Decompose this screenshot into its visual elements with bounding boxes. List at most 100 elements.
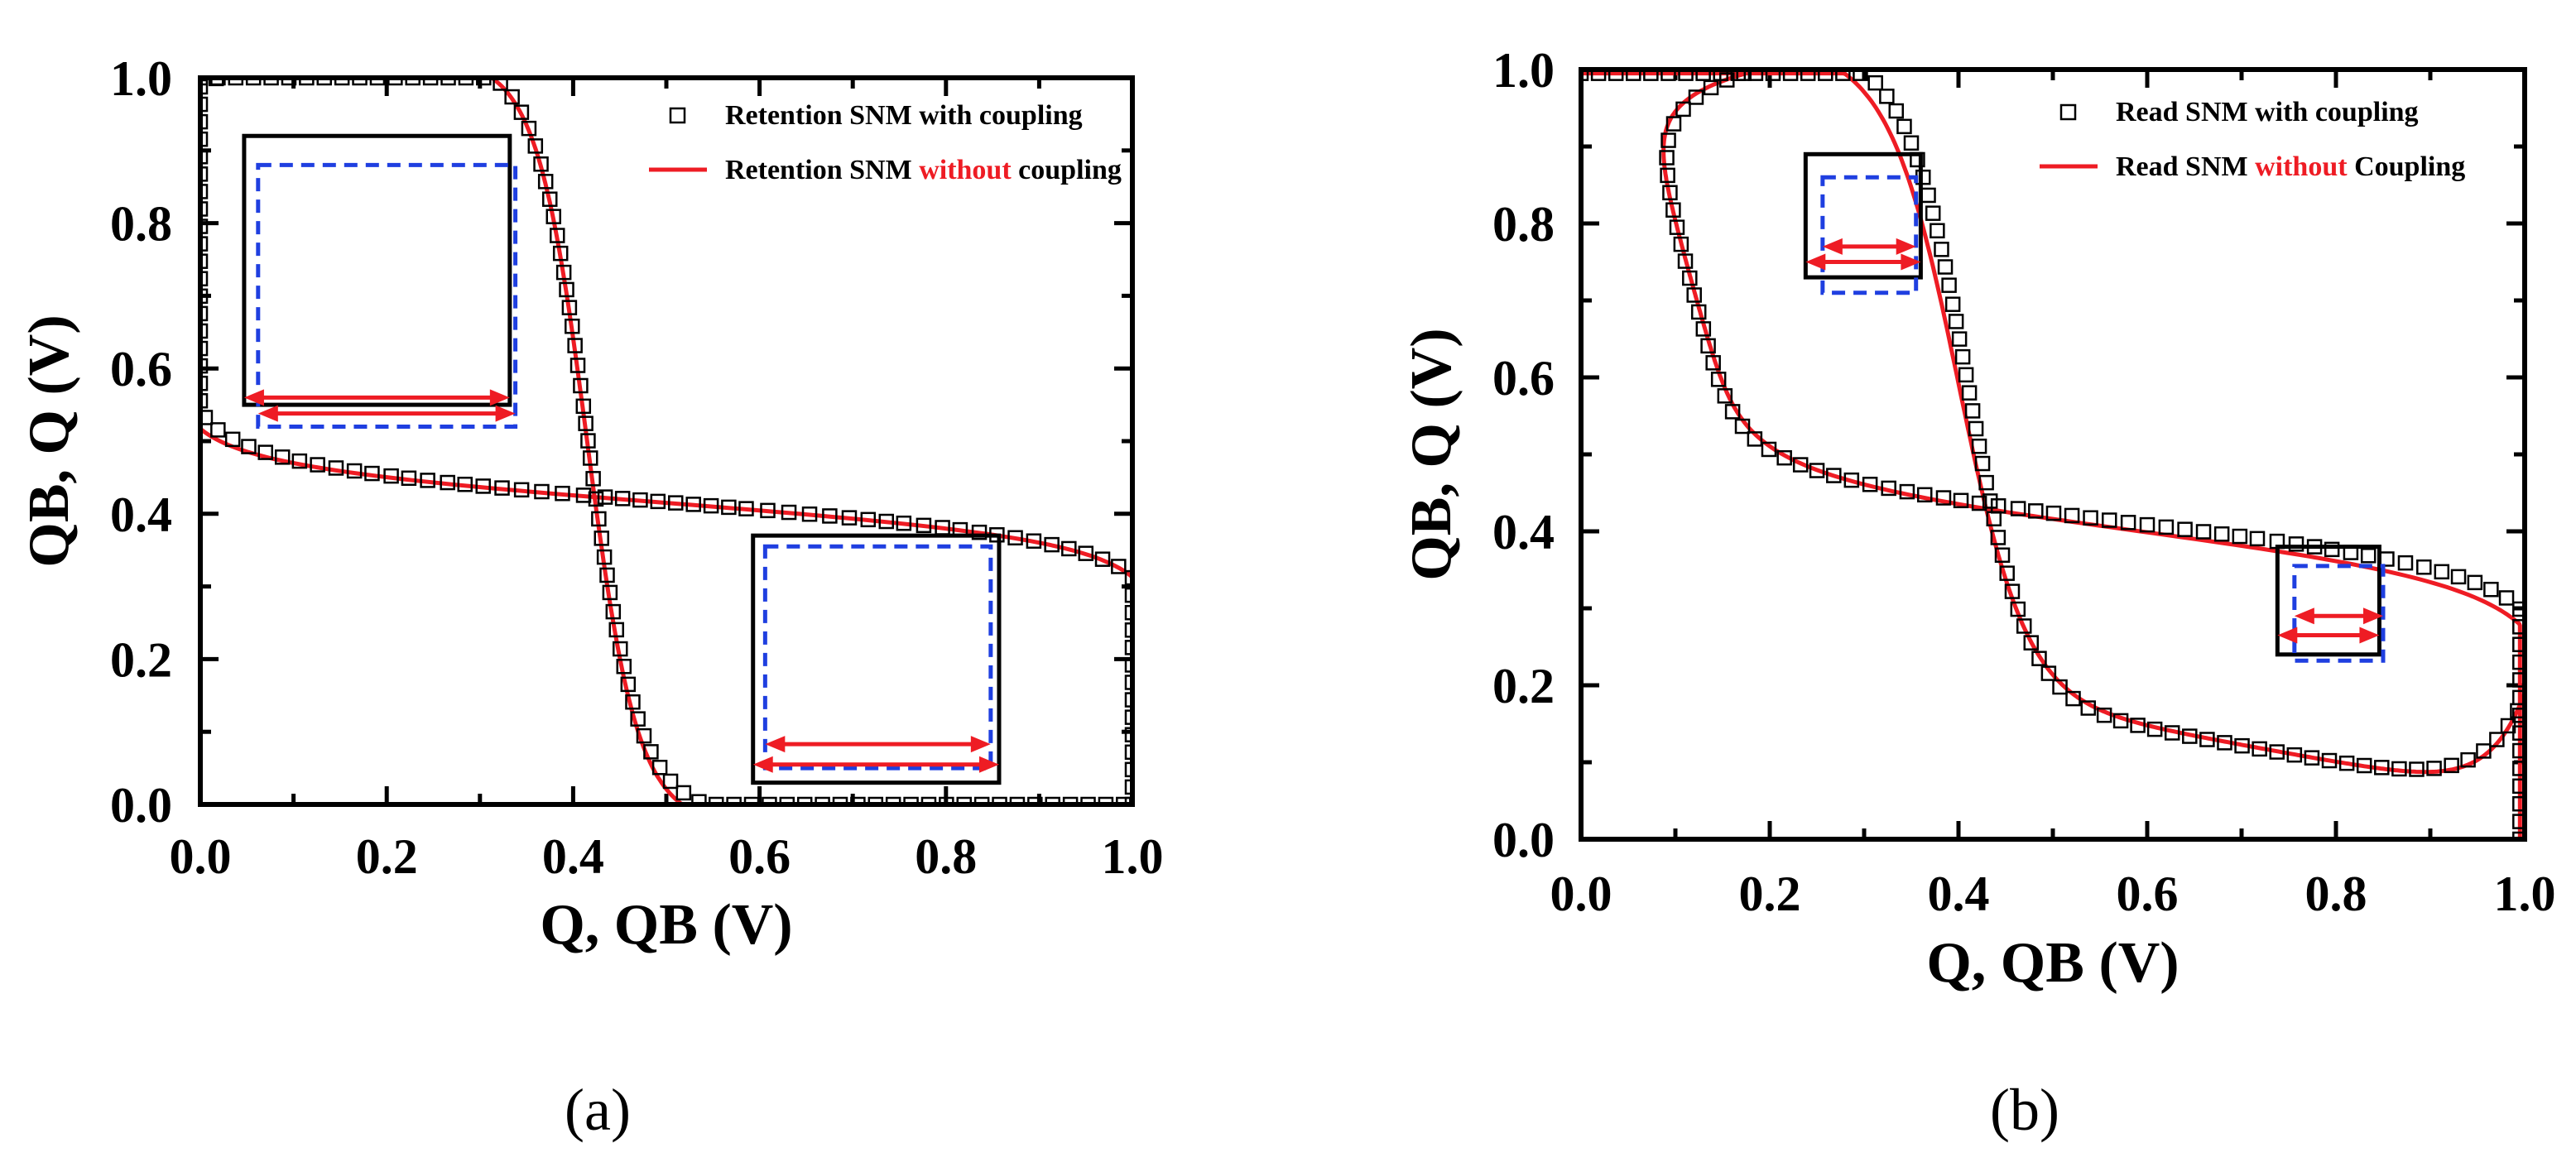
x-tick-label: 0.2 xyxy=(1739,867,1801,921)
y-tick-label: 0.2 xyxy=(1492,659,1555,713)
x-tick-label: 0.4 xyxy=(542,829,604,884)
data-point-marker xyxy=(1677,253,1694,269)
data-point-marker xyxy=(1078,545,1094,561)
data-point-marker xyxy=(537,174,554,190)
legend: Retention SNM with coupling Retention SNM… xyxy=(649,100,1122,185)
data-point-marker xyxy=(591,511,607,527)
data-point-marker xyxy=(2040,665,2057,681)
data-point-marker xyxy=(334,78,350,86)
data-point-marker xyxy=(1643,70,1659,81)
data-point-marker xyxy=(596,549,613,565)
data-point-marker xyxy=(2512,689,2525,706)
data-point-marker xyxy=(1695,70,1711,81)
data-point-marker xyxy=(602,584,618,601)
snm-box-dashed xyxy=(762,544,993,771)
data-point-marker xyxy=(2177,521,2193,537)
data-point-marker xyxy=(200,218,209,234)
data-point-marker xyxy=(2052,679,2068,695)
snm-double-arrow xyxy=(2277,627,2380,644)
data-point-marker xyxy=(383,468,399,484)
data-point-marker xyxy=(2498,590,2515,606)
data-point-marker xyxy=(815,796,830,804)
data-point-marker xyxy=(594,531,609,546)
data-point-marker xyxy=(200,375,209,391)
series-without-coupling-curve-2 xyxy=(1661,70,2522,839)
data-point-marker xyxy=(685,497,701,512)
data-point-marker xyxy=(2338,755,2355,771)
data-point-marker xyxy=(2083,510,2098,526)
data-point-marker xyxy=(200,305,209,322)
data-point-marker xyxy=(1971,495,1987,511)
data-point-marker xyxy=(1948,314,1964,329)
x-tick-label: 0.0 xyxy=(170,829,232,884)
data-point-marker xyxy=(575,487,592,503)
data-point-marker xyxy=(675,785,692,801)
data-point-marker xyxy=(1978,474,1994,491)
data-point-marker xyxy=(1809,463,1825,478)
data-point-marker xyxy=(1124,604,1132,621)
data-point-marker xyxy=(405,78,421,86)
data-point-marker xyxy=(1800,70,1816,81)
data-point-marker xyxy=(567,338,583,353)
data-point-marker xyxy=(2512,761,2525,776)
data-point-marker xyxy=(878,513,895,530)
data-point-marker xyxy=(1719,72,1735,88)
data-point-marker xyxy=(1675,101,1691,118)
y-tick-label: 0.4 xyxy=(110,487,172,542)
plot-area xyxy=(1581,70,2525,839)
snm-double-arrow xyxy=(243,389,510,406)
data-point-marker xyxy=(245,78,262,86)
legend-marker-square xyxy=(669,107,686,124)
data-point-marker xyxy=(1700,338,1716,354)
data-point-marker xyxy=(555,485,570,502)
data-point-marker xyxy=(1662,185,1678,201)
panel-label: (a) xyxy=(565,1077,631,1143)
data-point-marker xyxy=(2512,654,2525,670)
data-point-marker xyxy=(2010,601,2026,617)
data-point-marker xyxy=(1660,70,1676,81)
data-point-marker xyxy=(1659,150,1675,166)
y-tick-label: 0.4 xyxy=(1492,505,1555,559)
data-point-marker xyxy=(1703,79,1719,96)
snm-double-arrow xyxy=(752,756,999,773)
data-point-marker xyxy=(643,744,659,760)
data-point-marker xyxy=(939,796,954,804)
y-axis-title: QB, Q (V) xyxy=(1400,328,1463,580)
data-point-marker xyxy=(1124,744,1132,761)
data-point-marker xyxy=(2065,690,2081,707)
x-tick-label: 1.0 xyxy=(2494,867,2556,921)
plot-area xyxy=(200,78,1132,804)
data-point-marker xyxy=(1688,89,1704,105)
data-point-marker xyxy=(200,410,214,425)
data-point-marker xyxy=(632,492,648,508)
y-tick-label: 0.8 xyxy=(1492,197,1555,252)
data-point-marker xyxy=(2080,700,2096,716)
data-point-marker xyxy=(2232,528,2248,545)
data-point-marker xyxy=(1007,530,1023,546)
series-without-coupling-curve-2 xyxy=(200,78,1132,804)
data-point-marker xyxy=(1044,536,1060,553)
data-point-marker xyxy=(585,471,601,487)
data-point-marker xyxy=(2158,519,2175,535)
data-point-marker xyxy=(224,431,241,448)
data-point-marker xyxy=(2269,744,2285,760)
data-point-marker xyxy=(200,149,209,165)
data-point-marker xyxy=(1111,559,1127,574)
arrow-head-right xyxy=(1896,238,1916,255)
data-point-marker xyxy=(956,796,973,804)
data-point-marker xyxy=(608,622,625,638)
data-point-marker xyxy=(328,460,344,476)
data-point-marker xyxy=(651,760,668,775)
data-point-marker xyxy=(1124,587,1132,603)
data-point-marker xyxy=(573,377,589,394)
data-point-marker xyxy=(2374,760,2390,775)
data-point-marker xyxy=(630,711,646,727)
data-point-marker xyxy=(1941,277,1957,293)
y-tick-label: 0.6 xyxy=(110,342,172,396)
data-point-marker xyxy=(387,78,403,86)
data-point-marker xyxy=(2416,559,2432,575)
data-point-marker xyxy=(2450,569,2467,585)
snm-box-dashed xyxy=(1820,175,1919,295)
data-point-marker xyxy=(613,641,628,657)
